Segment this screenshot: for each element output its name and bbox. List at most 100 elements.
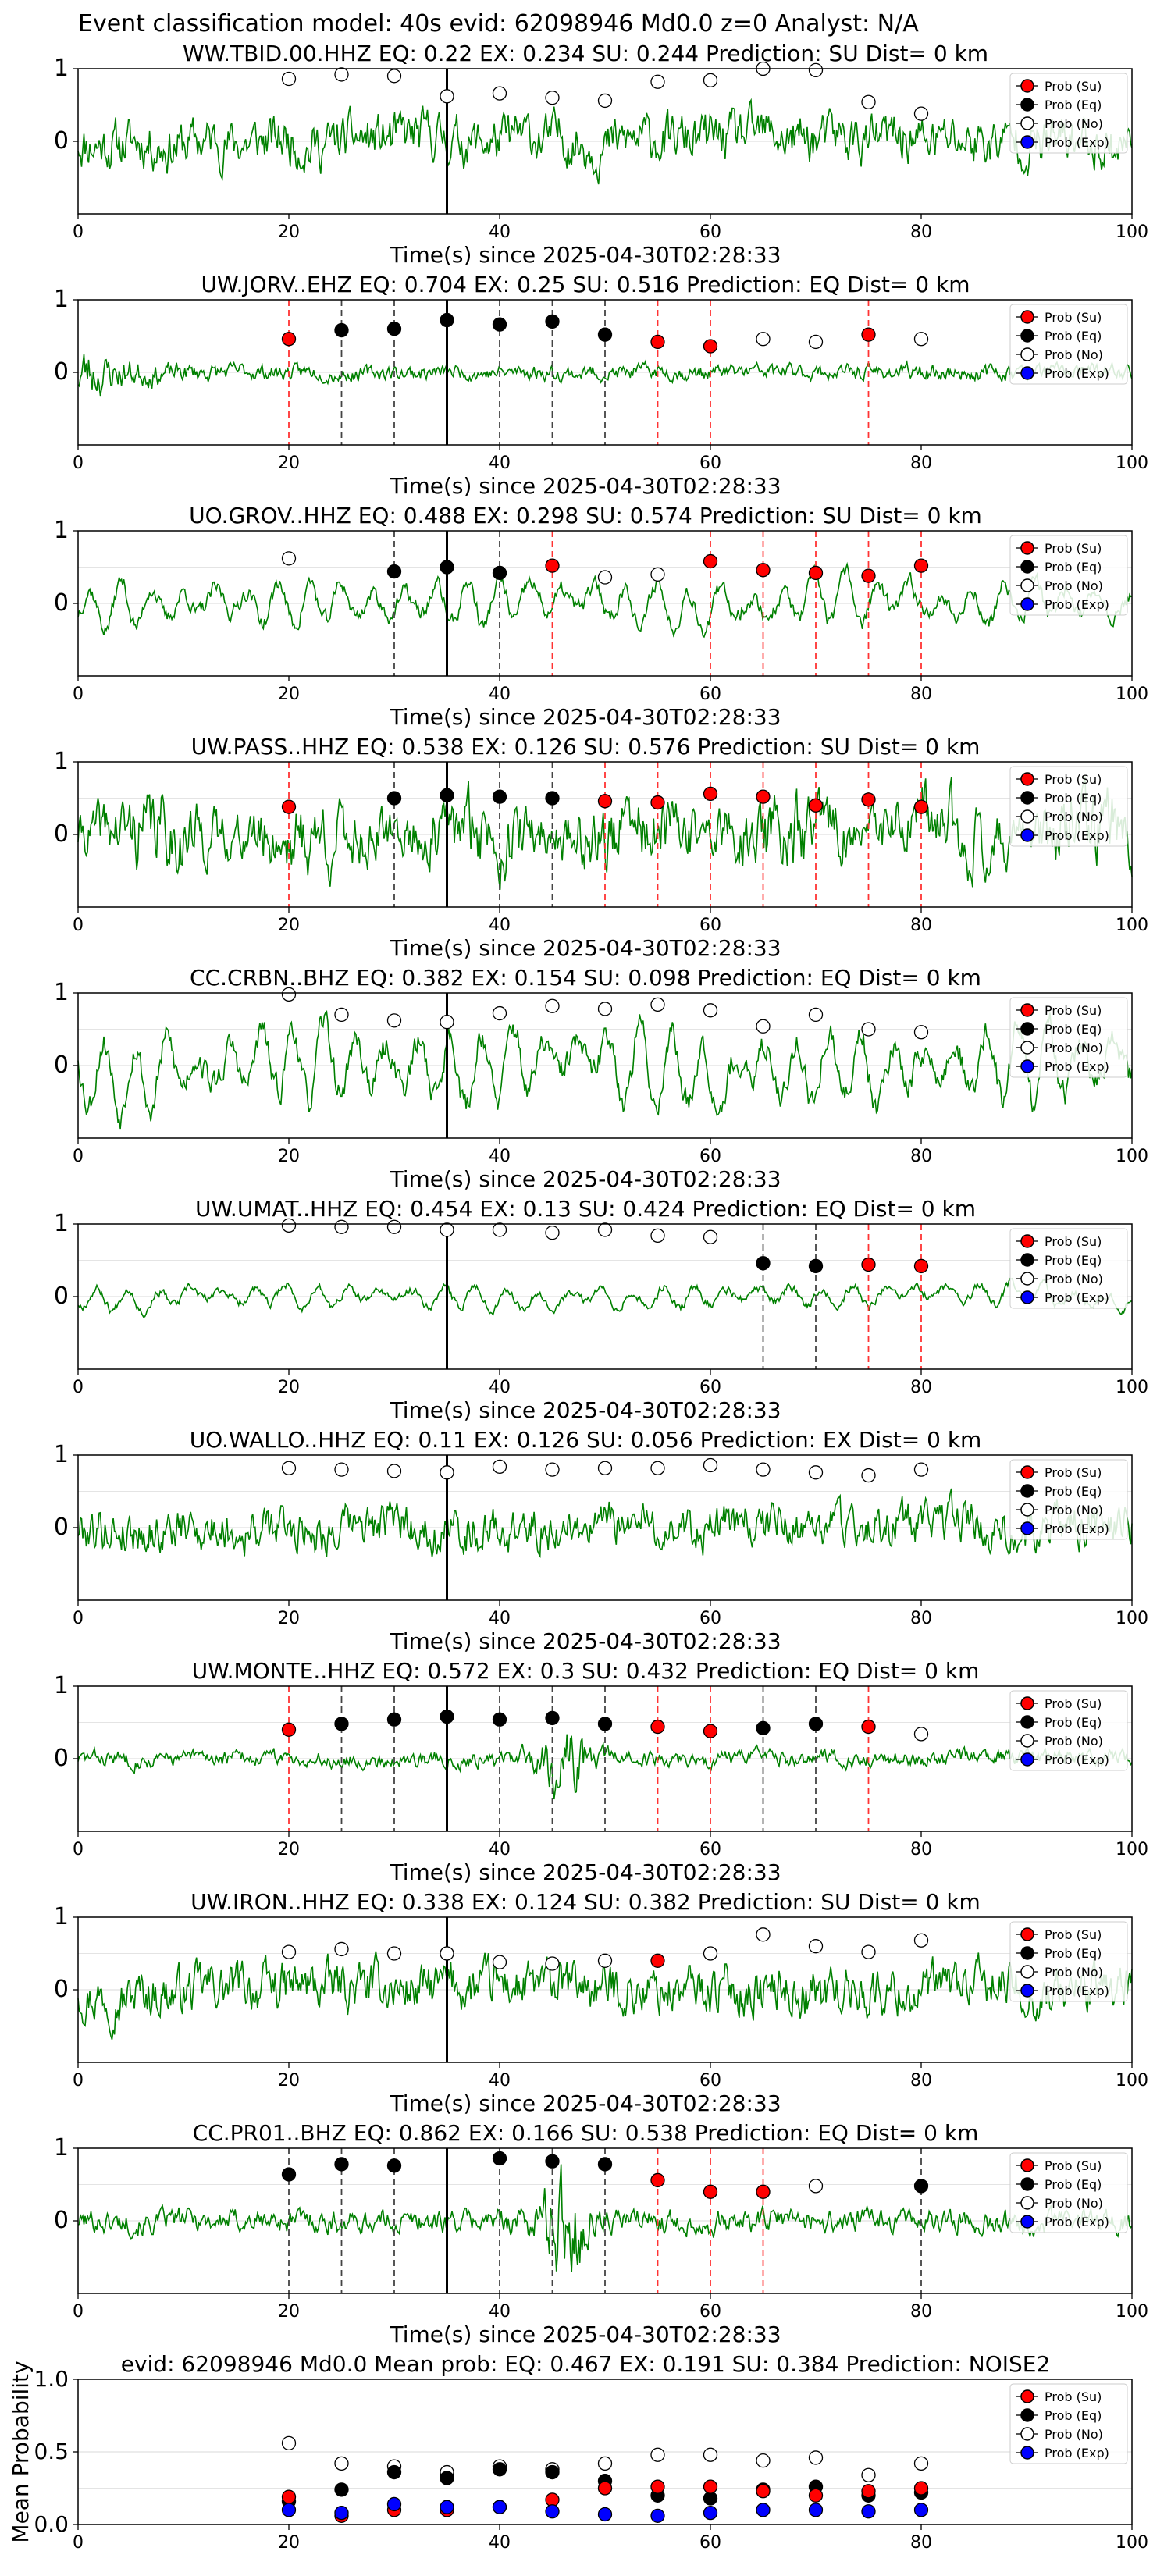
- prob-point-probeq: [756, 1256, 771, 1271]
- legend-marker: [1020, 1041, 1034, 1055]
- prob-point-probexp: [808, 2503, 824, 2517]
- x-axis-label: Time(s) since 2025-04-30T02:28:33: [389, 473, 781, 499]
- legend-label: Prob (Exp): [1045, 828, 1109, 843]
- prob-point-probsu: [861, 1719, 876, 1735]
- prob-point-probno: [756, 1462, 771, 1477]
- prob-point-probeq: [808, 1717, 824, 1731]
- waveform-trace: [77, 2164, 1133, 2272]
- prob-point-probsu: [861, 2484, 876, 2499]
- legend-marker: [1020, 329, 1034, 343]
- y-tick-label: 1: [54, 979, 69, 1006]
- prob-point-probno: [703, 1229, 718, 1244]
- prob-point-probeq: [492, 2462, 507, 2477]
- prob-point-probeq: [808, 1258, 824, 1274]
- x-tick-label: 60: [699, 454, 721, 473]
- prob-point-probexp: [913, 2503, 929, 2517]
- x-tick-label: 40: [489, 1378, 511, 1397]
- prob-point-probno: [386, 1013, 402, 1028]
- x-tick-label: 80: [910, 222, 932, 242]
- legend-label: Prob (Exp): [1045, 1752, 1109, 1767]
- prob-point-probno: [913, 1462, 929, 1477]
- legend-marker: [1020, 1465, 1034, 1479]
- legend-label: Prob (No): [1045, 809, 1103, 824]
- legend-marker: [1020, 366, 1034, 380]
- x-tick-label: 100: [1116, 1840, 1148, 1859]
- prob-point-probeq: [545, 1710, 560, 1726]
- legend-box: [1009, 1690, 1128, 1771]
- prob-point-probno: [334, 1007, 349, 1023]
- prob-point-probsu: [597, 794, 613, 809]
- legend-marker: [1020, 2427, 1034, 2441]
- prob-point-probno: [281, 1461, 297, 1475]
- prob-point-probno: [386, 69, 402, 84]
- prob-point-probno: [861, 1022, 876, 1037]
- x-tick-label: 80: [910, 1609, 932, 1628]
- y-tick-label: 0.5: [34, 2439, 69, 2464]
- y-tick-label: 0: [54, 1514, 69, 1541]
- legend-marker: [1020, 2196, 1034, 2210]
- x-tick-label: 60: [699, 222, 721, 242]
- prob-point-probeq: [386, 1712, 402, 1727]
- x-axis-label: Time(s) since 2025-04-30T02:28:33: [389, 1397, 781, 1423]
- prob-point-probno: [440, 1946, 454, 1961]
- x-tick-label: 0: [73, 1147, 84, 1166]
- prob-point-probno: [808, 1939, 824, 1954]
- prob-point-probno: [861, 2467, 876, 2482]
- legend-label: Prob (Su): [1045, 1003, 1102, 1018]
- prob-point-probno: [913, 1933, 929, 1948]
- legend-marker: [1020, 597, 1034, 611]
- prob-point-probno: [913, 1727, 929, 1742]
- prob-point-probsu: [650, 2479, 665, 2494]
- legend-label: Prob (Eq): [1045, 1022, 1102, 1037]
- x-tick-label: 0: [73, 222, 84, 242]
- prob-point-probno: [756, 1927, 771, 1942]
- x-tick-label: 80: [910, 1147, 932, 1166]
- legend-marker: [1020, 79, 1034, 93]
- prob-point-probno: [281, 987, 297, 1002]
- x-tick-label: 20: [278, 2302, 300, 2322]
- legend-label: Prob (Exp): [1045, 2215, 1109, 2229]
- station-panel: UW.PASS..HHZ EQ: 0.538 EX: 0.126 SU: 0.5…: [54, 734, 1148, 961]
- prob-point-probno: [334, 67, 349, 82]
- x-tick-label: 60: [699, 1147, 721, 1166]
- prob-point-probeq: [597, 2157, 613, 2172]
- prob-point-probexp: [703, 2505, 718, 2521]
- prob-point-probeq: [386, 2464, 402, 2480]
- prob-point-probsu: [808, 565, 824, 581]
- panel-title: UW.UMAT..HHZ EQ: 0.454 EX: 0.13 SU: 0.42…: [195, 1196, 976, 1222]
- panel-title: UO.WALLO..HHZ EQ: 0.11 EX: 0.126 SU: 0.0…: [190, 1427, 982, 1453]
- prob-point-probeq: [440, 1709, 454, 1724]
- prob-point-probeq: [334, 322, 349, 338]
- prob-point-probsu: [808, 2488, 824, 2503]
- prob-point-probno: [913, 2456, 929, 2471]
- y-tick-label: 0: [54, 358, 69, 386]
- legend-label: Prob (Su): [1045, 2389, 1102, 2404]
- legend-marker: [1020, 1927, 1034, 1941]
- x-tick-label: 0: [73, 1840, 84, 1859]
- x-tick-label: 20: [278, 1840, 300, 1859]
- y-tick-label: 0.0: [34, 2511, 69, 2537]
- legend-marker: [1020, 1484, 1034, 1498]
- legend-label: Prob (Eq): [1045, 1484, 1102, 1499]
- legend-label: Prob (Su): [1045, 1927, 1102, 1942]
- x-tick-label: 40: [489, 2302, 511, 2322]
- legend-marker: [1020, 310, 1034, 324]
- x-axis-label: Time(s) since 2025-04-30T02:28:33: [389, 935, 781, 961]
- legend-marker: [1020, 1984, 1034, 1998]
- legend-box: [1009, 766, 1128, 847]
- prob-point-probno: [597, 1461, 613, 1475]
- prob-point-probeq: [545, 314, 560, 329]
- x-tick-label: 60: [699, 685, 721, 704]
- prob-point-probno: [492, 1222, 507, 1237]
- station-panel: UO.GROV..HHZ EQ: 0.488 EX: 0.298 SU: 0.5…: [54, 503, 1148, 730]
- legend-marker: [1020, 1234, 1034, 1248]
- x-tick-label: 20: [278, 1147, 300, 1166]
- x-tick-label: 100: [1116, 222, 1148, 242]
- y-tick-label: 1: [54, 1903, 69, 1930]
- legend-box: [1009, 2383, 1128, 2464]
- legend-box: [1009, 997, 1128, 1078]
- legend-marker: [1020, 2389, 1034, 2403]
- x-tick-label: 60: [699, 2071, 721, 2090]
